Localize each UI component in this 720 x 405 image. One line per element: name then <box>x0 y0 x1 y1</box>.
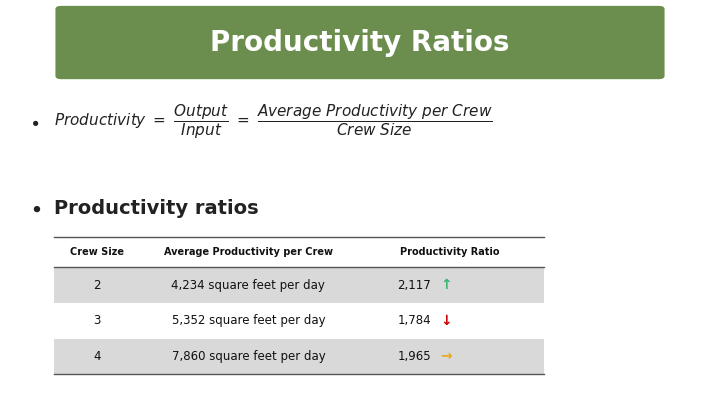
Text: 4,234 square feet per day: 4,234 square feet per day <box>171 279 325 292</box>
Text: ↑: ↑ <box>440 278 451 292</box>
Text: 2: 2 <box>94 279 101 292</box>
Text: 4: 4 <box>94 350 101 363</box>
Text: Crew Size: Crew Size <box>71 247 125 257</box>
Text: Average Productivity per Crew: Average Productivity per Crew <box>164 247 333 257</box>
Text: Productivity ratios: Productivity ratios <box>54 199 258 218</box>
FancyBboxPatch shape <box>54 267 544 303</box>
Text: $\bullet$: $\bullet$ <box>29 113 39 130</box>
Text: →: → <box>440 350 451 363</box>
Text: Productivity Ratios: Productivity Ratios <box>210 28 510 57</box>
FancyBboxPatch shape <box>54 303 544 339</box>
Text: $\bullet$: $\bullet$ <box>29 198 41 219</box>
Text: ↓: ↓ <box>440 314 451 328</box>
Text: 1,784: 1,784 <box>397 314 431 327</box>
Text: 7,860 square feet per day: 7,860 square feet per day <box>171 350 325 363</box>
Text: $\mathit{Productivity}$$\ =\ \dfrac{\mathit{Output}}{\mathit{Input}}$$\ =\ \dfra: $\mathit{Productivity}$$\ =\ \dfrac{\mat… <box>54 102 492 141</box>
Text: Productivity Ratio: Productivity Ratio <box>400 247 500 257</box>
FancyBboxPatch shape <box>55 6 665 79</box>
Text: 1,965: 1,965 <box>397 350 431 363</box>
Text: 2,117: 2,117 <box>397 279 431 292</box>
Text: 3: 3 <box>94 314 101 327</box>
Text: 5,352 square feet per day: 5,352 square feet per day <box>171 314 325 327</box>
FancyBboxPatch shape <box>54 339 544 374</box>
